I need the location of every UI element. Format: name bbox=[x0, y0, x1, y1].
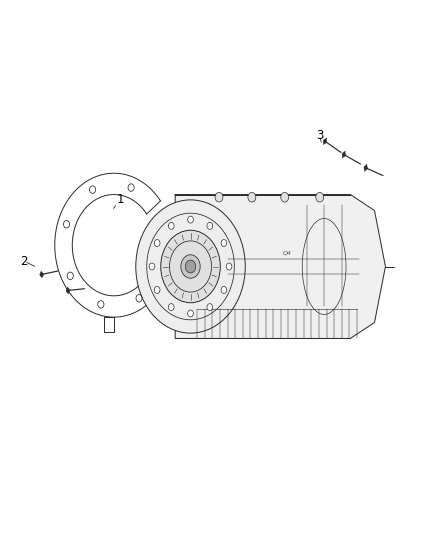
Polygon shape bbox=[175, 195, 385, 338]
Circle shape bbox=[149, 263, 155, 270]
Circle shape bbox=[248, 192, 256, 202]
Circle shape bbox=[40, 272, 43, 277]
Text: 2: 2 bbox=[20, 255, 28, 268]
Circle shape bbox=[154, 287, 160, 293]
Circle shape bbox=[281, 192, 289, 202]
Circle shape bbox=[207, 222, 213, 229]
Circle shape bbox=[161, 230, 220, 303]
Circle shape bbox=[342, 152, 346, 157]
Circle shape bbox=[316, 192, 324, 202]
Text: Q4: Q4 bbox=[283, 251, 291, 256]
Circle shape bbox=[66, 288, 70, 293]
Circle shape bbox=[181, 255, 200, 278]
Circle shape bbox=[154, 240, 160, 247]
Circle shape bbox=[226, 263, 232, 270]
Circle shape bbox=[187, 310, 194, 317]
Circle shape bbox=[187, 216, 194, 223]
Text: 1: 1 bbox=[117, 193, 124, 206]
Circle shape bbox=[136, 200, 245, 333]
Circle shape bbox=[364, 166, 367, 170]
Circle shape bbox=[323, 139, 327, 143]
Circle shape bbox=[185, 260, 196, 273]
Circle shape bbox=[221, 240, 227, 247]
Circle shape bbox=[215, 192, 223, 202]
Circle shape bbox=[221, 287, 227, 293]
Text: 3: 3 bbox=[316, 130, 323, 142]
Circle shape bbox=[168, 222, 174, 229]
Circle shape bbox=[168, 304, 174, 311]
Circle shape bbox=[207, 304, 213, 311]
